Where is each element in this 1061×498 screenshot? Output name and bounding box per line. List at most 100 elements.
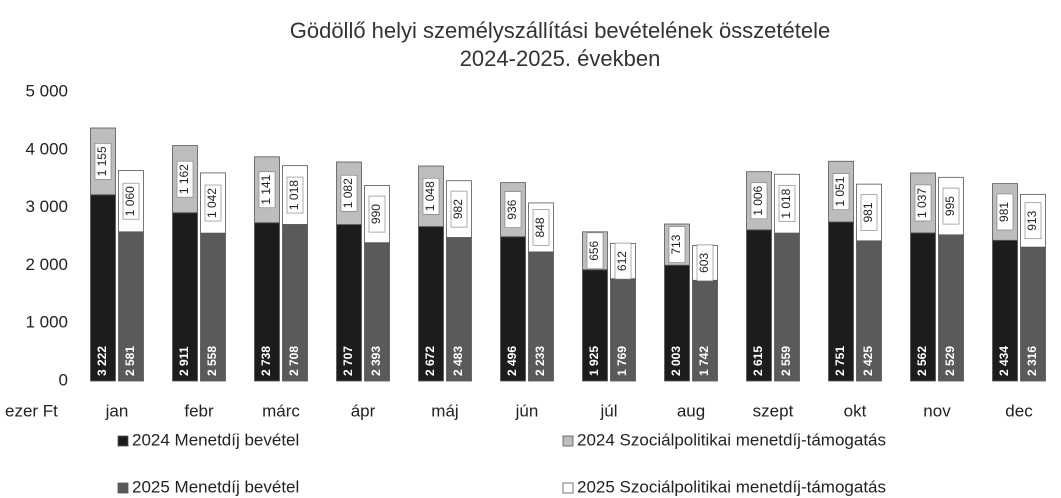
bar-segment bbox=[336, 224, 362, 382]
value-label: 1 742 bbox=[697, 346, 711, 376]
x-tick-label: aug bbox=[677, 401, 705, 420]
value-label-box bbox=[176, 160, 194, 198]
value-label: 848 bbox=[533, 217, 547, 237]
value-label: 981 bbox=[997, 202, 1011, 222]
value-label: 603 bbox=[697, 253, 711, 273]
bar-segment bbox=[118, 231, 144, 382]
value-label: 1 018 bbox=[287, 180, 301, 210]
value-label: 2 425 bbox=[861, 346, 875, 376]
bar-segment bbox=[418, 226, 444, 382]
value-label: 612 bbox=[615, 251, 629, 271]
bar-segment bbox=[856, 240, 882, 382]
value-label-box bbox=[614, 242, 632, 280]
legend-label: 2024 Menetdíj bevétel bbox=[132, 430, 299, 449]
value-label-box bbox=[122, 182, 140, 220]
bar-segment bbox=[746, 229, 772, 382]
bar-segment bbox=[582, 269, 608, 382]
value-label-box bbox=[450, 190, 468, 228]
x-tick-label: nov bbox=[923, 401, 951, 420]
x-tick-label: dec bbox=[1005, 401, 1033, 420]
value-label: 2 672 bbox=[423, 346, 437, 376]
legend-swatch bbox=[562, 435, 574, 447]
bar-segment bbox=[172, 212, 198, 382]
value-label: 2 708 bbox=[287, 346, 301, 376]
legend-swatch bbox=[117, 435, 129, 447]
value-label-box bbox=[94, 143, 112, 180]
value-label: 2 496 bbox=[505, 346, 519, 376]
bar-segment bbox=[364, 242, 390, 382]
value-label: 2 003 bbox=[669, 346, 683, 376]
value-label-box bbox=[832, 173, 850, 210]
y-tick-label: 1 000 bbox=[25, 313, 68, 332]
value-label: 2 911 bbox=[177, 346, 191, 376]
value-label: 2 559 bbox=[779, 346, 793, 376]
chart-title: Gödöllő helyi személyszállítási bevételé… bbox=[290, 18, 831, 43]
value-label-box bbox=[1024, 202, 1042, 240]
x-tick-label: ápr bbox=[351, 401, 376, 420]
value-label: 656 bbox=[587, 240, 601, 260]
value-label-box bbox=[532, 209, 550, 246]
x-tick-label: okt bbox=[844, 401, 867, 420]
value-label: 2 316 bbox=[1025, 346, 1039, 376]
bar-segment bbox=[992, 239, 1018, 382]
value-label: 913 bbox=[1025, 210, 1039, 230]
value-label: 1 018 bbox=[779, 188, 793, 218]
value-label: 1 162 bbox=[177, 164, 191, 194]
value-label: 1 006 bbox=[751, 185, 765, 215]
y-tick-label: 5 000 bbox=[25, 81, 68, 100]
legend-label: 2025 Menetdíj bevétel bbox=[132, 477, 299, 496]
value-label-box bbox=[914, 184, 932, 222]
value-label-box bbox=[340, 174, 358, 212]
y-tick-label: 4 000 bbox=[25, 139, 68, 158]
x-tick-label: jan bbox=[105, 401, 129, 420]
legend-label: 2024 Szociálpolitikai menetdíj-támogatás bbox=[577, 430, 886, 449]
y-tick-label: 3 000 bbox=[25, 197, 68, 216]
value-label: 2 707 bbox=[341, 346, 355, 376]
legend-swatch bbox=[117, 482, 129, 494]
value-label-box bbox=[368, 195, 386, 233]
value-label: 982 bbox=[451, 199, 465, 219]
x-tick-label: szept bbox=[753, 401, 794, 420]
value-label: 2 751 bbox=[833, 346, 847, 376]
value-label: 1 769 bbox=[615, 346, 629, 376]
x-tick-label: márc bbox=[262, 401, 300, 420]
value-label: 2 562 bbox=[915, 346, 929, 376]
value-label-box bbox=[668, 226, 686, 263]
bar-segment bbox=[90, 194, 116, 382]
value-label: 2 615 bbox=[751, 346, 765, 376]
value-label: 1 925 bbox=[587, 346, 601, 376]
value-label-box bbox=[586, 232, 604, 270]
value-label: 713 bbox=[669, 234, 683, 254]
y-tick-label: 2 000 bbox=[25, 255, 68, 274]
bar-segment bbox=[500, 236, 526, 382]
bar-segment bbox=[910, 232, 936, 382]
value-label: 2 483 bbox=[451, 346, 465, 376]
value-label-box bbox=[996, 193, 1014, 231]
value-label-box bbox=[504, 191, 522, 228]
bar-segment bbox=[610, 278, 636, 382]
bar-segment bbox=[828, 221, 854, 382]
bar-segment bbox=[664, 264, 690, 382]
value-label: 1 048 bbox=[423, 181, 437, 211]
legend-label: 2025 Szociálpolitikai menetdíj-támogatás bbox=[577, 477, 886, 496]
value-label: 2 393 bbox=[369, 346, 383, 376]
value-label: 981 bbox=[861, 202, 875, 222]
value-label: 936 bbox=[505, 199, 519, 219]
value-label: 1 155 bbox=[95, 146, 109, 176]
value-label-box bbox=[942, 187, 960, 225]
value-label: 1 037 bbox=[915, 188, 929, 218]
value-label: 3 222 bbox=[95, 346, 109, 376]
value-label-box bbox=[422, 177, 440, 215]
value-label-box bbox=[696, 244, 714, 282]
value-label: 2 581 bbox=[123, 346, 137, 376]
value-label: 2 558 bbox=[205, 346, 219, 376]
value-label: 990 bbox=[369, 204, 383, 224]
value-label: 1 082 bbox=[341, 178, 355, 208]
bar-segment bbox=[282, 224, 308, 382]
value-label-box bbox=[750, 182, 768, 220]
y-axis-label: ezer Ft bbox=[5, 401, 58, 420]
value-label-box bbox=[258, 171, 276, 209]
value-label: 2 434 bbox=[997, 346, 1011, 376]
value-label: 1 141 bbox=[259, 174, 273, 204]
